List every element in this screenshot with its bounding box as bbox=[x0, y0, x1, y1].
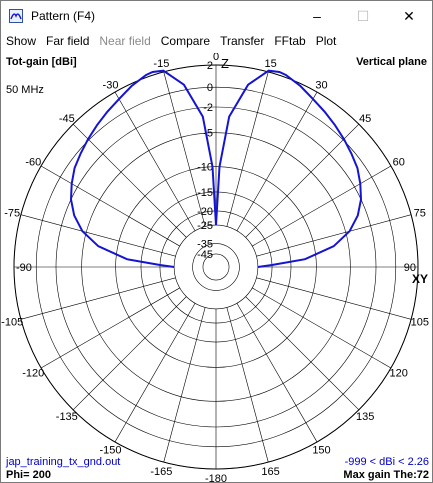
maximize-icon: ☐ bbox=[356, 7, 370, 24]
angle-tick-label: -90 bbox=[16, 262, 32, 274]
grid-spoke bbox=[72, 123, 187, 238]
angle-tick-label: 15 bbox=[264, 58, 276, 70]
menu-transfer[interactable]: Transfer bbox=[220, 34, 265, 48]
grid-spoke bbox=[252, 165, 392, 247]
close-button[interactable]: ✕ bbox=[386, 1, 432, 31]
grid-spoke bbox=[236, 91, 318, 231]
grid-spoke bbox=[245, 123, 360, 238]
radial-tick-label: 2 bbox=[207, 60, 213, 72]
file-name: jap_training_tx_gnd.out bbox=[6, 456, 121, 468]
radial-tick-label: -35 bbox=[197, 239, 213, 251]
pattern-trace bbox=[69, 69, 363, 268]
radial-tick-label: -25 bbox=[197, 220, 213, 232]
gain-range: -999 < dBi < 2.26 bbox=[344, 456, 429, 468]
pattern-plot[interactable]: 0 15 30 45 60 75 90 105 120 135 150 165 -180 -15 -30 -4… bbox=[1, 53, 432, 482]
radial-tick-label: -20 bbox=[197, 206, 213, 218]
menu-near-field[interactable]: Near field bbox=[99, 34, 151, 48]
angle-tick-label: -105 bbox=[1, 317, 23, 329]
grid-spoke bbox=[20, 277, 176, 320]
grid-spoke bbox=[245, 296, 360, 411]
z-axis-label: Z bbox=[221, 56, 229, 71]
angle-tick-label: 150 bbox=[312, 445, 330, 457]
maximize-button[interactable]: ☐ bbox=[340, 1, 386, 31]
grid-ring bbox=[192, 243, 240, 291]
grid-spoke bbox=[256, 277, 412, 320]
grid-spoke bbox=[40, 287, 180, 369]
radial-tick-label: -10 bbox=[197, 162, 213, 174]
angle-tick-label: -60 bbox=[25, 157, 41, 169]
grid-spoke bbox=[236, 303, 318, 443]
menu-plot[interactable]: Plot bbox=[315, 34, 337, 48]
radial-tick-label: 0 bbox=[207, 82, 213, 94]
grid-spoke bbox=[226, 307, 269, 463]
angle-tick-label: 105 bbox=[411, 317, 429, 329]
gain-label: Tot-gain [dBi] bbox=[6, 56, 77, 68]
angle-tick-label: 90 bbox=[404, 262, 416, 274]
minimize-icon: – bbox=[313, 8, 321, 24]
grid-spoke bbox=[20, 214, 176, 257]
angle-tick-label: -45 bbox=[59, 113, 75, 125]
grid-spoke bbox=[114, 91, 196, 231]
window-title: Pattern (F4) bbox=[31, 9, 96, 23]
frequency-label: 50 MHz bbox=[6, 84, 44, 96]
menu-bar: Show Far field Near field Compare Transf… bbox=[1, 31, 432, 52]
grid-spoke bbox=[72, 296, 187, 411]
grid-spoke bbox=[256, 214, 412, 257]
angle-tick-label: -165 bbox=[150, 466, 172, 478]
polar-chart: 0 15 30 45 60 75 90 105 120 135 150 165 -180 -15 -30 -4… bbox=[1, 53, 429, 482]
radial-tick-label: -15 bbox=[197, 187, 213, 199]
grid-spoke bbox=[163, 71, 206, 227]
app-icon bbox=[9, 9, 23, 23]
minimize-button[interactable]: – bbox=[294, 1, 340, 31]
angle-tick-label: 120 bbox=[390, 368, 408, 380]
angle-tick-label: 0 bbox=[213, 53, 219, 63]
grid-spoke bbox=[114, 303, 196, 443]
grid-spoke bbox=[226, 71, 269, 227]
close-icon: ✕ bbox=[403, 7, 415, 24]
angle-tick-label: 30 bbox=[315, 79, 327, 91]
angle-tick-label: -15 bbox=[153, 58, 169, 70]
menu-fftab[interactable]: FFtab bbox=[274, 34, 306, 48]
angle-tick-label: 135 bbox=[356, 411, 374, 423]
xy-axis-label: XY bbox=[412, 272, 429, 286]
grid-spoke bbox=[252, 287, 392, 369]
grid-spoke bbox=[40, 165, 180, 247]
radial-tick-label: -5 bbox=[203, 128, 213, 140]
angle-tick-label: 45 bbox=[359, 113, 371, 125]
grid-ring bbox=[202, 253, 230, 281]
angle-tick-label: -30 bbox=[103, 79, 119, 91]
max-gain-label: Max gain The:72 bbox=[343, 469, 429, 481]
grid-ring bbox=[173, 224, 259, 310]
grid-spoke bbox=[163, 307, 206, 463]
title-bar: Pattern (F4) – ☐ ✕ bbox=[1, 1, 432, 31]
radial-tick-label: -2 bbox=[203, 102, 213, 114]
menu-show[interactable]: Show bbox=[6, 34, 37, 48]
menu-far-field[interactable]: Far field bbox=[46, 34, 90, 48]
angle-tick-label: 75 bbox=[414, 207, 426, 219]
plane-label: Vertical plane bbox=[356, 56, 427, 68]
angle-tick-label: 165 bbox=[261, 466, 279, 478]
phi-label: Phi= 200 bbox=[6, 469, 51, 481]
radial-tick-label: -45 bbox=[197, 249, 213, 261]
angle-tick-label: -135 bbox=[56, 411, 78, 423]
menu-compare[interactable]: Compare bbox=[160, 34, 211, 48]
angle-tick-label: -75 bbox=[4, 207, 20, 219]
angle-tick-label: 60 bbox=[393, 157, 405, 169]
angle-tick-label: -150 bbox=[99, 445, 121, 457]
angle-tick-label: -120 bbox=[22, 368, 44, 380]
angle-tick-label: -180 bbox=[205, 473, 227, 482]
